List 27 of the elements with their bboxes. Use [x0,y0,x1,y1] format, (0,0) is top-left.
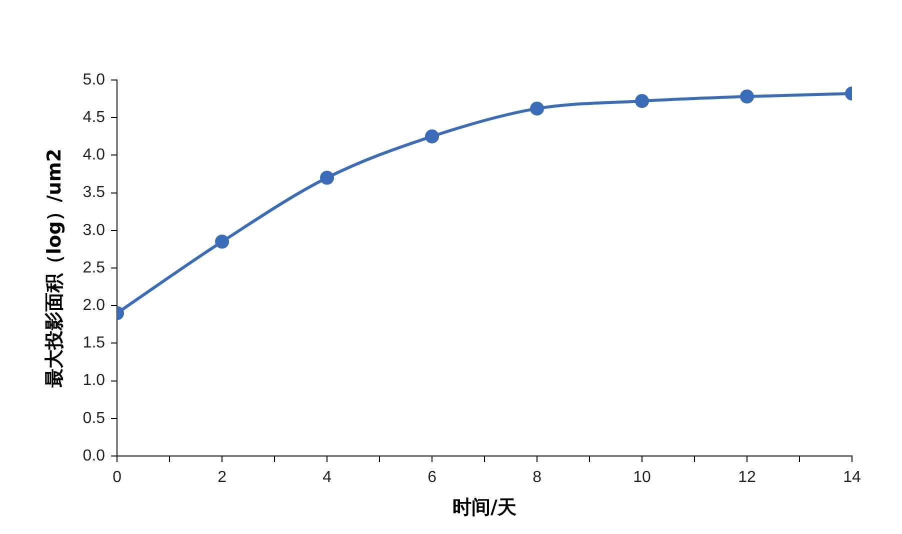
y-tick-label: 4.0 [82,146,106,164]
point [215,234,230,249]
y-tick-label: 2.5 [82,259,106,276]
y-tick-label: 1.0 [82,372,106,390]
point [530,102,544,116]
y-tick-label: 1.5 [82,334,106,352]
x-tick-label: 8 [532,469,542,486]
x-tick-label: 10 [633,469,652,486]
x-tick-label: 6 [428,469,437,486]
x-tick-label: 12 [738,469,756,486]
x-tick-label: 2 [218,469,227,486]
x-tick-label: 4 [322,469,332,486]
y-tick-label: 0.5 [82,410,106,427]
point [635,94,650,108]
x-axis-title: 时间/天 [452,496,516,519]
point [425,129,440,144]
y-tick-label: 5.0 [82,71,106,88]
point [740,90,754,104]
y-tick-label: 3.0 [82,222,106,239]
point [320,170,334,185]
y-tick-label: 0.0 [82,447,106,464]
y-tick-label: 4.5 [82,109,106,126]
y-tick-label: 3.5 [82,184,106,202]
x-tick-label: 0 [112,469,122,486]
y-axis-title: 最大投影面积（log）/um2 [43,148,66,388]
x-tick-label: 14 [843,469,861,486]
y-tick-label: 2.0 [82,297,106,314]
